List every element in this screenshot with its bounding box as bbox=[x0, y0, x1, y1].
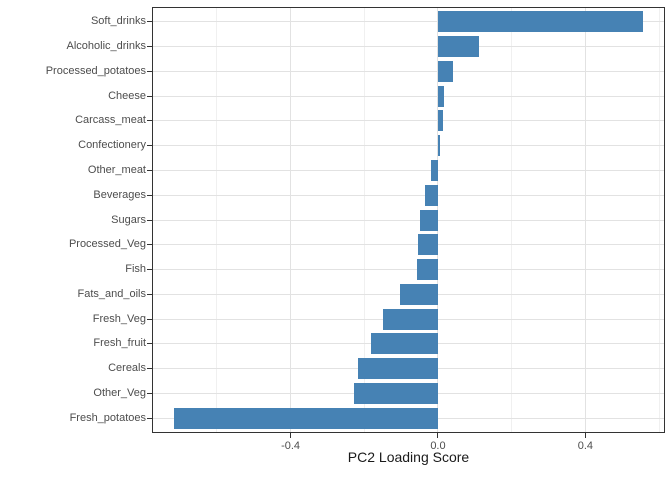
y-major-gridline bbox=[153, 169, 664, 171]
bar-Other_Veg bbox=[353, 382, 438, 404]
y-tick-mark bbox=[147, 269, 152, 271]
y-axis-label: Cereals bbox=[108, 362, 146, 375]
y-major-gridline bbox=[153, 95, 664, 97]
y-tick-mark bbox=[147, 343, 152, 345]
y-major-gridline bbox=[153, 46, 664, 48]
y-axis-label: Confectionery bbox=[78, 139, 146, 152]
bar-Sugars bbox=[419, 209, 438, 231]
y-major-gridline bbox=[153, 21, 664, 23]
y-axis-label: Fats_and_oils bbox=[77, 287, 147, 300]
y-major-gridline bbox=[153, 269, 664, 271]
y-tick-mark bbox=[147, 417, 152, 419]
y-tick-mark bbox=[147, 392, 152, 394]
y-tick-mark bbox=[147, 95, 152, 97]
y-major-gridline bbox=[153, 194, 664, 196]
y-axis-label: Processed_Veg bbox=[68, 238, 146, 251]
x-axis-title: PC2 Loading Score bbox=[347, 449, 470, 465]
y-axis-label: Processed_potatoes bbox=[45, 64, 146, 77]
y-axis-label: Fresh_fruit bbox=[93, 337, 146, 350]
bar-Confectionery bbox=[437, 135, 440, 157]
y-axis-label: Other_Veg bbox=[93, 386, 146, 399]
y-tick-mark bbox=[147, 120, 152, 122]
y-tick-mark bbox=[147, 194, 152, 196]
y-axis-label: Soft_drinks bbox=[90, 15, 146, 28]
bar-Fats_and_oils bbox=[400, 283, 438, 305]
bar-Carcass_meat bbox=[437, 110, 444, 132]
y-tick-mark bbox=[147, 46, 152, 48]
y-axis-label: Alcoholic_drinks bbox=[66, 40, 146, 53]
bar-Fresh_Veg bbox=[383, 308, 438, 330]
x-axis-tick-label: 0.4 bbox=[577, 440, 594, 452]
x-tick-mark bbox=[290, 433, 292, 438]
y-major-gridline bbox=[153, 145, 664, 147]
y-axis-label: Carcass_meat bbox=[75, 114, 146, 127]
x-axis-tick-label: -0.4 bbox=[281, 440, 301, 452]
bar-Soft_drinks bbox=[437, 11, 643, 33]
y-major-gridline bbox=[153, 70, 664, 72]
bar-Other_meat bbox=[431, 159, 438, 181]
y-tick-mark bbox=[147, 145, 152, 147]
y-tick-mark bbox=[147, 21, 152, 23]
bar-Processed_Veg bbox=[418, 234, 438, 256]
y-major-gridline bbox=[153, 120, 664, 122]
bar-Fresh_fruit bbox=[370, 333, 438, 355]
y-major-gridline bbox=[153, 244, 664, 246]
y-axis-label: Beverages bbox=[93, 188, 146, 201]
x-axis-tick-label: 0.0 bbox=[430, 440, 446, 452]
y-tick-mark bbox=[147, 219, 152, 221]
y-tick-mark bbox=[147, 318, 152, 320]
bar-Cereals bbox=[358, 358, 438, 380]
x-tick-mark bbox=[437, 433, 439, 438]
bar-Processed_potatoes bbox=[437, 60, 453, 82]
y-axis-label: Fish bbox=[125, 263, 146, 276]
y-axis-label: Fresh_potatoes bbox=[69, 411, 146, 424]
y-major-gridline bbox=[153, 219, 664, 221]
y-axis-label: Cheese bbox=[108, 89, 146, 102]
y-tick-mark bbox=[147, 368, 152, 370]
y-axis-label: Other_meat bbox=[87, 163, 146, 176]
bar-Fresh_potatoes bbox=[174, 407, 438, 429]
y-tick-mark bbox=[147, 293, 152, 295]
bar-Beverages bbox=[424, 184, 438, 206]
y-axis-label: Fresh_Veg bbox=[92, 312, 146, 325]
y-tick-mark bbox=[147, 70, 152, 72]
y-tick-mark bbox=[147, 244, 152, 246]
y-axis-label: Sugars bbox=[111, 213, 146, 226]
x-tick-mark bbox=[584, 433, 586, 438]
bar-Cheese bbox=[437, 85, 444, 107]
bar-Alcoholic_drinks bbox=[437, 36, 480, 58]
y-tick-mark bbox=[147, 169, 152, 171]
bar-Fish bbox=[417, 259, 438, 281]
